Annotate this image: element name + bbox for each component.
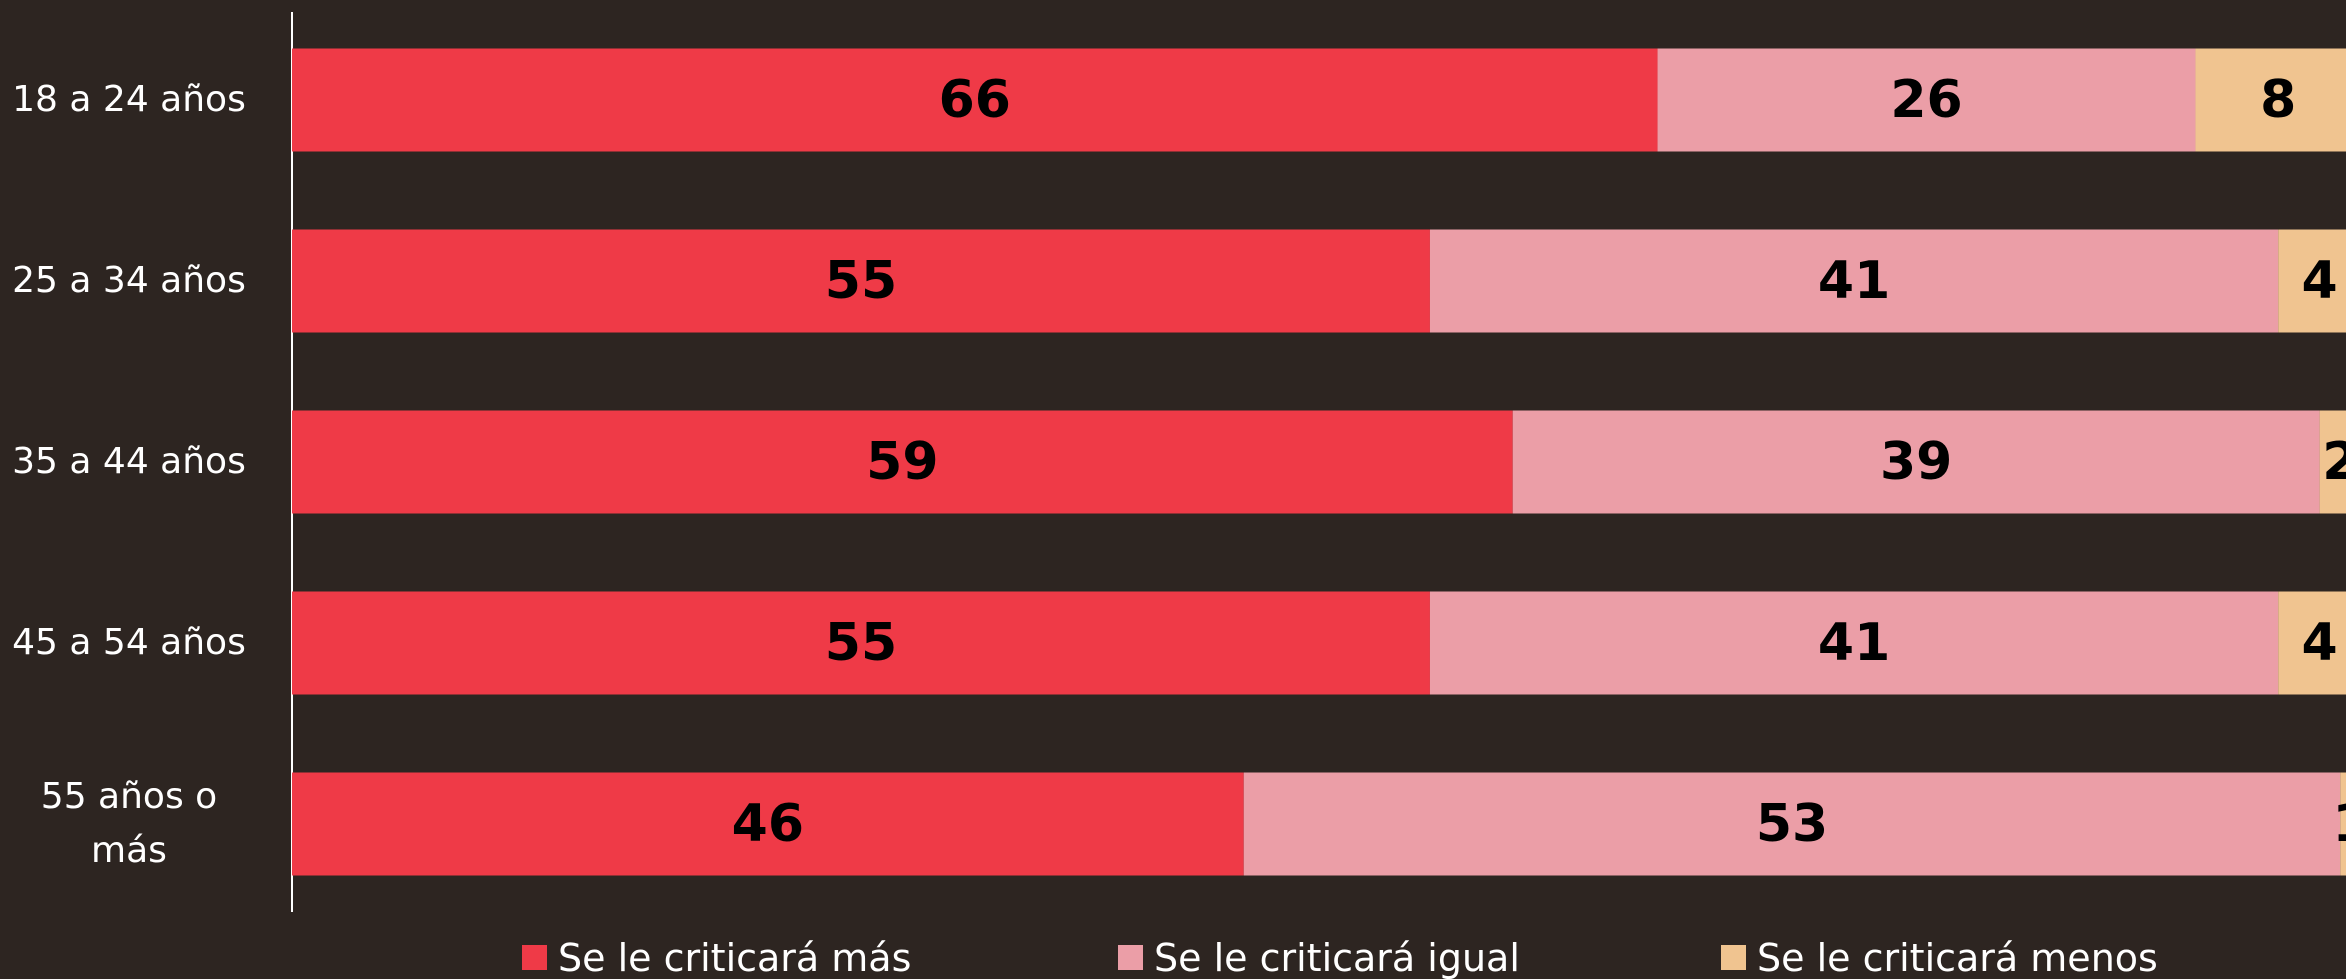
bar-segment [292, 48, 1658, 152]
value-label: 4 [2302, 251, 2338, 311]
bar-segment [292, 772, 1244, 876]
legend-label: Se le criticará más [558, 936, 911, 979]
y-tick-label: 25 a 34 años [12, 260, 246, 301]
value-label: 26 [1890, 70, 1962, 130]
y-tick-label: 18 a 24 años [12, 79, 246, 120]
bar-segment [2340, 772, 2346, 876]
legend-label: Se le criticará menos [1757, 936, 2158, 979]
value-label: 46 [732, 794, 804, 854]
value-label: 41 [1818, 251, 1890, 311]
bar-segment [1243, 772, 2341, 876]
y-tick-label: 45 a 54 años [12, 622, 246, 663]
bar-segment [1429, 229, 2279, 333]
bar-segment [292, 229, 1430, 333]
legend-label: Se le criticará igual [1154, 936, 1520, 979]
value-label: 66 [939, 70, 1011, 130]
bar-segment [292, 591, 1430, 695]
bar-segment [2195, 48, 2346, 152]
y-tick-label: 35 a 44 años [12, 441, 246, 482]
value-label: 8 [2260, 70, 2296, 130]
bar-segment [1512, 410, 2320, 514]
bar-segment [292, 410, 1513, 514]
legend-swatch [1118, 945, 1143, 970]
value-label: 39 [1880, 432, 1952, 492]
bar-segment [2278, 591, 2346, 695]
bar-segment [2319, 410, 2346, 514]
value-label: 2 [2322, 432, 2346, 492]
value-label: 41 [1818, 613, 1890, 673]
bar-segment [1429, 591, 2279, 695]
value-label: 53 [1756, 794, 1828, 854]
legend-swatch [1721, 945, 1746, 970]
value-label: 4 [2302, 613, 2338, 673]
value-label: 55 [825, 613, 897, 673]
legend-swatch [522, 945, 547, 970]
y-tick-label: 55 años o más [40, 776, 218, 871]
bar-segment [1657, 48, 2196, 152]
value-label: 55 [825, 251, 897, 311]
bar-segment [2278, 229, 2346, 333]
value-label: 1 [2333, 794, 2346, 854]
value-label: 59 [866, 432, 938, 492]
